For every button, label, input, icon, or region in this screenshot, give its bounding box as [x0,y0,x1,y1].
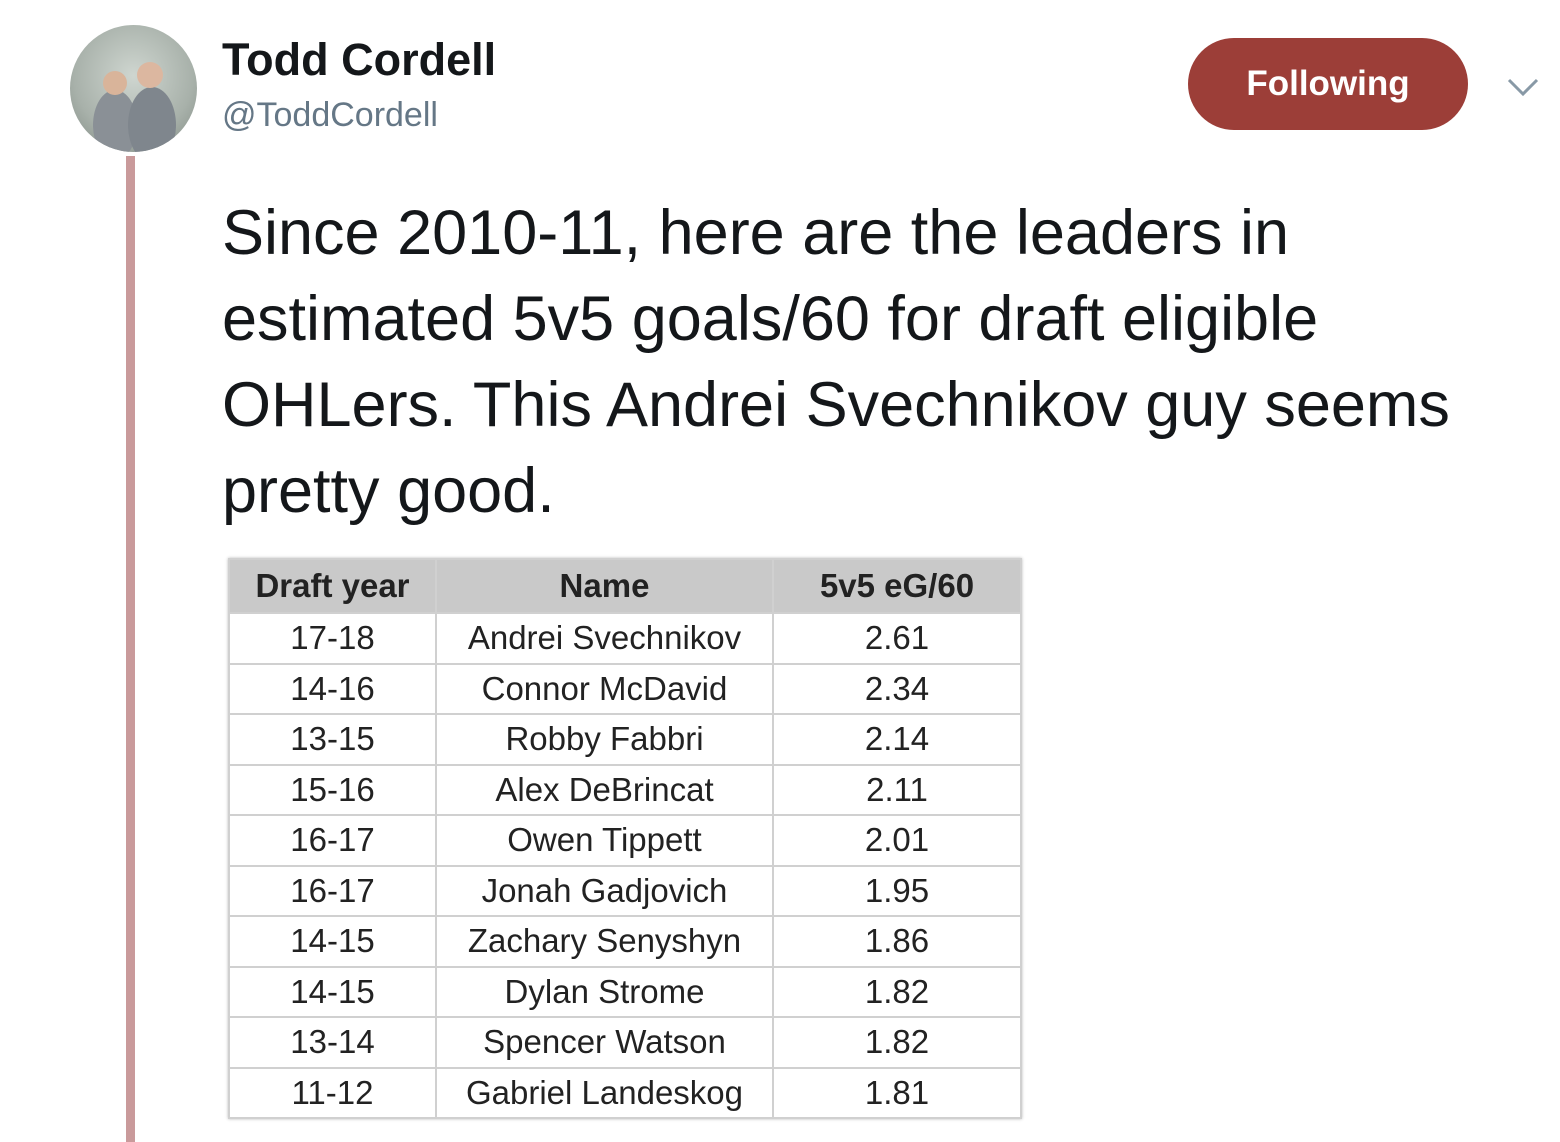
table-cell: Owen Tippett [435,814,774,867]
table-cell: 1.95 [772,864,1022,917]
table-cell: 11-12 [228,1066,437,1119]
table-cell: 2.14 [772,713,1022,766]
user-name[interactable]: Todd Cordell [222,34,497,85]
column-header: Name [435,558,774,614]
table-row: 14-16 Connor McDavid 2.34 [228,662,1022,715]
table-cell: 16-17 [228,864,437,917]
table-cell: 2.34 [772,662,1022,715]
table-row: 11-12 Gabriel Landeskog 1.81 [228,1066,1022,1119]
table-cell: Andrei Svechnikov [435,612,774,665]
table-cell: Gabriel Landeskog [435,1066,774,1119]
follow-button[interactable]: Following [1188,38,1468,130]
table-cell: 1.82 [772,965,1022,1018]
table-row: 13-15 Robby Fabbri 2.14 [228,713,1022,766]
table-cell: Jonah Gadjovich [435,864,774,917]
table-cell: 1.81 [772,1066,1022,1119]
avatar[interactable] [70,25,197,152]
table-cell: 2.11 [772,763,1022,816]
menu-chevron[interactable] [1505,75,1541,99]
user-handle[interactable]: @ToddCordell [222,96,438,134]
thread-line [126,156,135,1142]
table-cell: Zachary Senyshyn [435,915,774,968]
column-header: Draft year [228,558,437,614]
avatar-image [93,62,176,152]
table-cell: Robby Fabbri [435,713,774,766]
table-cell: 14-16 [228,662,437,715]
table-cell: 13-15 [228,713,437,766]
table-cell: 14-15 [228,915,437,968]
table-row: 13-14 Spencer Watson 1.82 [228,1016,1022,1069]
table-cell: 14-15 [228,965,437,1018]
column-header: 5v5 eG/60 [772,558,1022,614]
table-cell: 1.86 [772,915,1022,968]
table-row: 15-16 Alex DeBrincat 2.11 [228,763,1022,816]
table-row: 17-18 Andrei Svechnikov 2.61 [228,612,1022,665]
table-row: 14-15 Dylan Strome 1.82 [228,965,1022,1018]
table-cell: Alex DeBrincat [435,763,774,816]
table-cell: 2.61 [772,612,1022,665]
table-row: 14-15 Zachary Senyshyn 1.86 [228,915,1022,968]
table-cell: 1.82 [772,1016,1022,1069]
table-cell: Dylan Strome [435,965,774,1018]
stats-table: Draft year Name 5v5 eG/60 17-18 Andrei Svec… [228,558,1022,1119]
table-cell: 17-18 [228,612,437,665]
table-cell: Spencer Watson [435,1016,774,1069]
table-cell: 16-17 [228,814,437,867]
table-row: 16-17 Owen Tippett 2.01 [228,814,1022,867]
table-cell: Connor McDavid [435,662,774,715]
table-cell: 15-16 [228,763,437,816]
table-row: 16-17 Jonah Gadjovich 1.95 [228,864,1022,917]
table-cell: 2.01 [772,814,1022,867]
header-row: Draft year Name 5v5 eG/60 [228,558,1022,614]
table-cell: 13-14 [228,1016,437,1069]
tweet-text: Since 2010-11, here are the leaders in e… [222,198,1450,526]
